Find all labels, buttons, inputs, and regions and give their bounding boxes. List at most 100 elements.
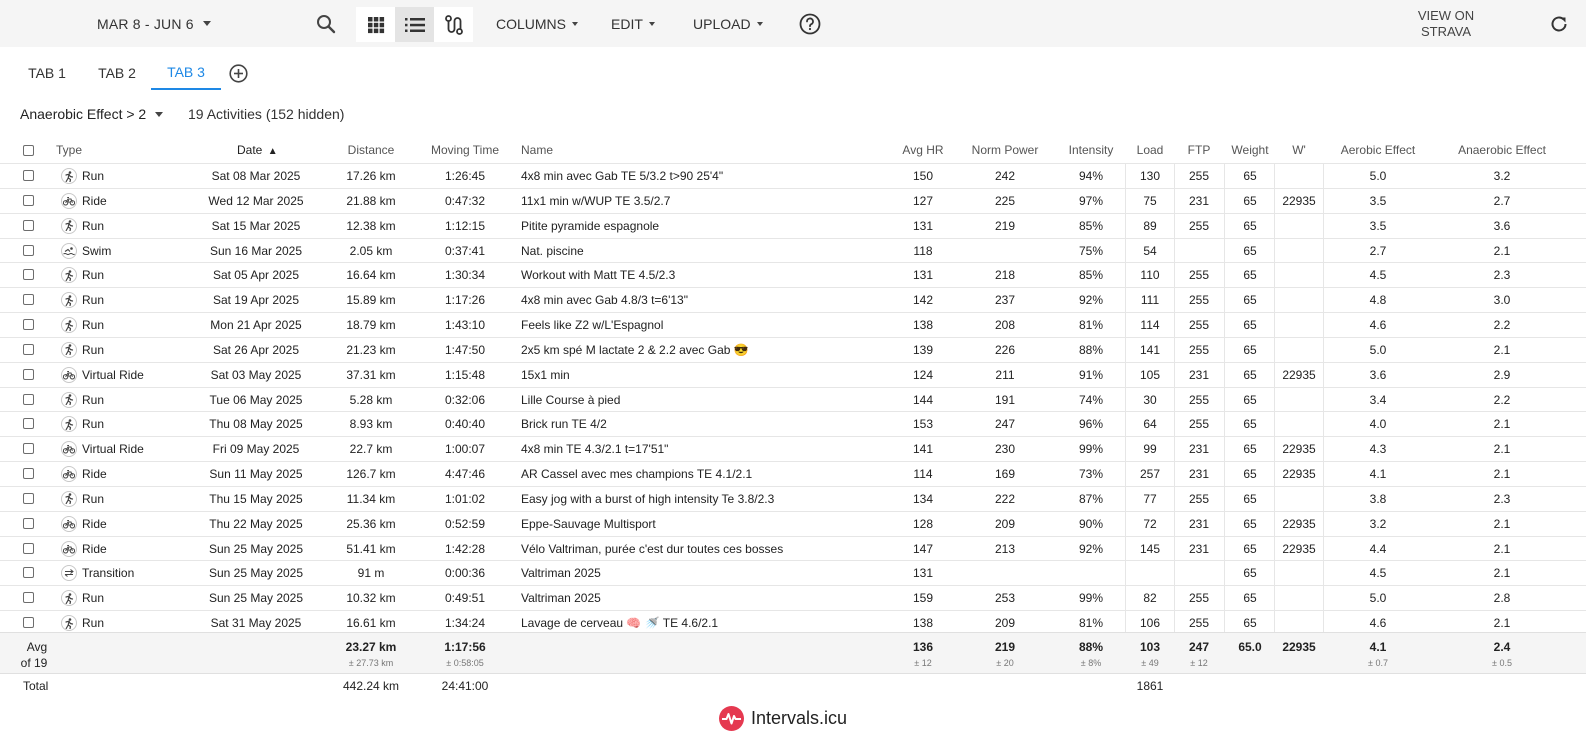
- cell-name[interactable]: 15x1 min: [521, 367, 570, 382]
- cell-distance: 17.26 km: [346, 169, 396, 183]
- cell-name[interactable]: 4x8 min avec Gab TE 5/3.2 t>90 25'4": [521, 169, 724, 183]
- cell-name[interactable]: 4x8 min avec Gab 4.8/3 t=6'13": [521, 293, 688, 308]
- column-header-intensity[interactable]: Intensity: [1068, 143, 1114, 157]
- row-checkbox[interactable]: [23, 319, 34, 330]
- table-row[interactable]: Ride Sun 11 May 2025 126.7 km 4:47:46 AR Cas…: [0, 461, 1586, 486]
- cell-name[interactable]: Feels like Z2 w/L'Espagnol: [521, 318, 664, 332]
- cell-distance: 126.7 km: [346, 467, 396, 482]
- total-label: Total: [23, 679, 49, 693]
- select-all-checkbox[interactable]: [23, 145, 34, 156]
- help-button[interactable]: [799, 0, 821, 47]
- tab-2[interactable]: TAB 2: [89, 56, 145, 90]
- filter-selector[interactable]: Anaerobic Effect > 2: [20, 106, 164, 122]
- row-checkbox[interactable]: [23, 170, 34, 181]
- columns-menu-button[interactable]: COLUMNS: [496, 0, 579, 47]
- table-row[interactable]: Run Sat 31 May 2025 16.61 km 1:34:24 Lavage …: [0, 610, 1586, 635]
- cell-name[interactable]: Vélo Valtriman, purée c'est dur toutes c…: [521, 541, 784, 556]
- row-checkbox[interactable]: [23, 219, 34, 231]
- row-checkbox[interactable]: [23, 517, 34, 529]
- table-row[interactable]: Run Sun 25 May 2025 10.32 km 0:49:51 Valtrim…: [0, 585, 1586, 610]
- cell-wprime: 22935: [1282, 193, 1316, 208]
- cell-name[interactable]: Pitite pyramide espagnole: [521, 218, 660, 233]
- row-checkbox[interactable]: [23, 468, 34, 480]
- table-row[interactable]: Swim Sun 16 Mar 2025 2.05 km 0:37:41 Nat. pi…: [0, 237, 1586, 263]
- tab-3[interactable]: TAB 3: [151, 56, 221, 90]
- column-header-name[interactable]: Name: [521, 143, 554, 157]
- column-divider: [1125, 163, 1126, 632]
- table-row[interactable]: Run Sat 19 Apr 2025 15.89 km 1:17:26 4x8 min…: [0, 287, 1586, 312]
- cell-name[interactable]: Nat. piscine: [521, 243, 584, 258]
- table-row[interactable]: Ride Thu 22 May 2025 25.36 km 0:52:59 Eppe-S…: [0, 510, 1586, 536]
- cell-load: 72: [1143, 516, 1157, 531]
- edit-menu-button[interactable]: EDIT: [611, 0, 655, 47]
- cell-date: Sat 15 Mar 2025: [211, 218, 301, 233]
- cell-name[interactable]: Valtriman 2025: [521, 591, 601, 606]
- cell-name[interactable]: Lille Course à pied: [521, 392, 621, 407]
- column-header-distance[interactable]: Distance: [347, 143, 395, 157]
- grid-view-button[interactable]: [356, 7, 395, 42]
- column-header-avg-hr[interactable]: Avg HR: [902, 143, 944, 157]
- table-row[interactable]: Ride Wed 12 Mar 2025 21.88 km 0:47:32 11x1 m…: [0, 187, 1586, 213]
- cell-name[interactable]: Easy jog with a burst of high intensity …: [521, 491, 775, 506]
- cell-name[interactable]: 11x1 min w/WUP TE 3.5/2.7: [521, 193, 671, 208]
- row-checkbox[interactable]: [23, 443, 34, 455]
- row-checkbox[interactable]: [23, 194, 34, 206]
- date-range-selector[interactable]: MAR 8 - JUN 6: [97, 0, 211, 47]
- table-row[interactable]: Run Mon 21 Apr 2025 18.79 km 1:43:10 Feels l…: [0, 312, 1586, 337]
- column-header-moving-time[interactable]: Moving Time: [430, 143, 500, 157]
- row-checkbox[interactable]: [23, 592, 34, 604]
- cell-name[interactable]: 4x8 min TE 4.3/2.1 t=17'51": [521, 442, 669, 457]
- row-checkbox[interactable]: [23, 343, 34, 355]
- cell-name[interactable]: Brick run TE 4/2: [521, 417, 607, 432]
- table-row[interactable]: Virtual Ride Sat 03 May 2025 37.31 km 1:15:…: [0, 361, 1586, 387]
- cell-name[interactable]: Lavage de cerveau 🧠 🚿 TE 4.6/2.1: [521, 616, 719, 631]
- row-checkbox[interactable]: [23, 617, 34, 629]
- cell-name[interactable]: Valtriman 2025: [521, 566, 601, 581]
- view-on-strava-button[interactable]: VIEW ON STRAVA: [1401, 0, 1491, 47]
- upload-menu-button[interactable]: UPLOAD: [693, 0, 763, 47]
- refresh-button[interactable]: [1549, 0, 1569, 47]
- column-header-aerobic-effect[interactable]: Aerobic Effect: [1340, 143, 1416, 157]
- column-header-weight[interactable]: Weight: [1231, 143, 1269, 157]
- column-header-date[interactable]: Date ▲: [237, 143, 278, 161]
- route-view-button[interactable]: [434, 7, 473, 42]
- cell-time: 0:00:36: [444, 566, 486, 581]
- row-checkbox[interactable]: [23, 393, 34, 405]
- tab-label: TAB 2: [98, 65, 136, 81]
- table-row[interactable]: Run Tue 06 May 2025 5.28 km 0:32:06 Lille Co…: [0, 386, 1586, 412]
- table-row[interactable]: Run Sat 08 Mar 2025 17.26 km 1:26:45 4x8 min…: [0, 163, 1586, 188]
- cell-name[interactable]: AR Cassel avec mes champions TE 4.1/2.1: [521, 467, 753, 482]
- column-header-wprime[interactable]: W': [1292, 143, 1306, 157]
- row-checkbox[interactable]: [23, 542, 34, 554]
- column-header-load[interactable]: Load: [1136, 143, 1164, 157]
- row-checkbox[interactable]: [23, 492, 34, 504]
- column-header-ftp[interactable]: FTP: [1187, 143, 1211, 157]
- table-row[interactable]: Run Sat 26 Apr 2025 21.23 km 1:47:50 2x5 km …: [0, 336, 1586, 362]
- search-button[interactable]: [314, 0, 338, 47]
- cell-name[interactable]: 2x5 km spé M lactate 2 & 2.2 avec Gab 😎: [521, 342, 749, 357]
- row-checkbox[interactable]: [23, 368, 34, 380]
- table-row[interactable]: Run Thu 08 May 2025 8.93 km 0:40:40 Brick ru…: [0, 411, 1586, 436]
- row-checkbox[interactable]: [23, 269, 34, 281]
- table-row[interactable]: Run Sat 15 Mar 2025 12.38 km 1:12:15 Pitite …: [0, 212, 1586, 238]
- column-header-norm-power[interactable]: Norm Power: [971, 143, 1039, 157]
- column-header-anaerobic-effect[interactable]: Anaerobic Effect: [1458, 143, 1546, 157]
- row-checkbox[interactable]: [23, 567, 34, 579]
- table-row[interactable]: Ride Sun 25 May 2025 51.41 km 1:42:28 Vélo V…: [0, 535, 1586, 561]
- table-row[interactable]: Transition Sun 25 May 2025 91 m 0:00:36 Valt…: [0, 560, 1586, 585]
- intervals-logo[interactable]: Intervals.icu: [719, 705, 847, 731]
- column-divider: [1323, 163, 1324, 632]
- table-row[interactable]: Run Sat 05 Apr 2025 16.64 km 1:30:34 Workout…: [0, 262, 1586, 287]
- row-checkbox[interactable]: [23, 294, 34, 306]
- cell-name[interactable]: Eppe-Sauvage Multisport: [521, 516, 656, 531]
- cell-wprime: [1276, 318, 1322, 334]
- row-checkbox[interactable]: [23, 244, 34, 256]
- table-row[interactable]: Virtual Ride Fri 09 May 2025 22.7 km 1:00:0…: [0, 436, 1586, 461]
- tab-1[interactable]: TAB 1: [20, 56, 74, 90]
- column-header-type[interactable]: Type: [56, 143, 83, 157]
- table-row[interactable]: Run Thu 15 May 2025 11.34 km 1:01:02 Easy jo…: [0, 485, 1586, 511]
- row-checkbox[interactable]: [23, 418, 34, 430]
- list-view-button[interactable]: [395, 7, 434, 42]
- add-tab-button[interactable]: [229, 64, 248, 86]
- cell-name[interactable]: Workout with Matt TE 4.5/2.3: [521, 268, 676, 283]
